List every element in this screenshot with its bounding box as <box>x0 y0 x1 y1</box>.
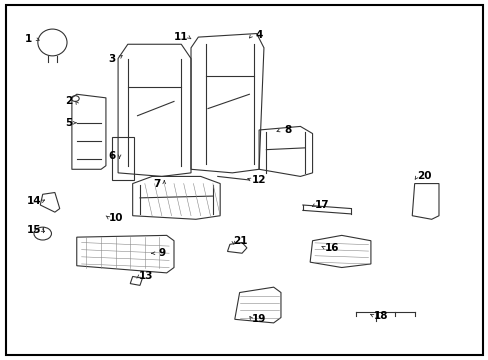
Text: 7: 7 <box>153 179 161 189</box>
Text: 10: 10 <box>108 212 122 222</box>
Text: 3: 3 <box>108 54 116 64</box>
Text: 12: 12 <box>251 175 266 185</box>
Text: 21: 21 <box>233 236 247 246</box>
Text: 15: 15 <box>27 225 41 235</box>
Text: 6: 6 <box>108 151 116 161</box>
Text: 16: 16 <box>324 243 339 253</box>
Text: 4: 4 <box>255 30 262 40</box>
Text: 5: 5 <box>65 118 72 128</box>
Text: 19: 19 <box>251 314 266 324</box>
Bar <box>112 137 134 180</box>
Text: 18: 18 <box>373 311 387 321</box>
Text: 13: 13 <box>139 271 153 282</box>
Text: 11: 11 <box>174 32 188 42</box>
Text: 1: 1 <box>24 34 32 44</box>
Text: 14: 14 <box>27 197 41 206</box>
Text: 17: 17 <box>314 200 329 210</box>
Text: 2: 2 <box>65 96 72 107</box>
Text: 20: 20 <box>416 171 431 181</box>
Text: 8: 8 <box>284 125 291 135</box>
Text: 9: 9 <box>158 248 165 258</box>
